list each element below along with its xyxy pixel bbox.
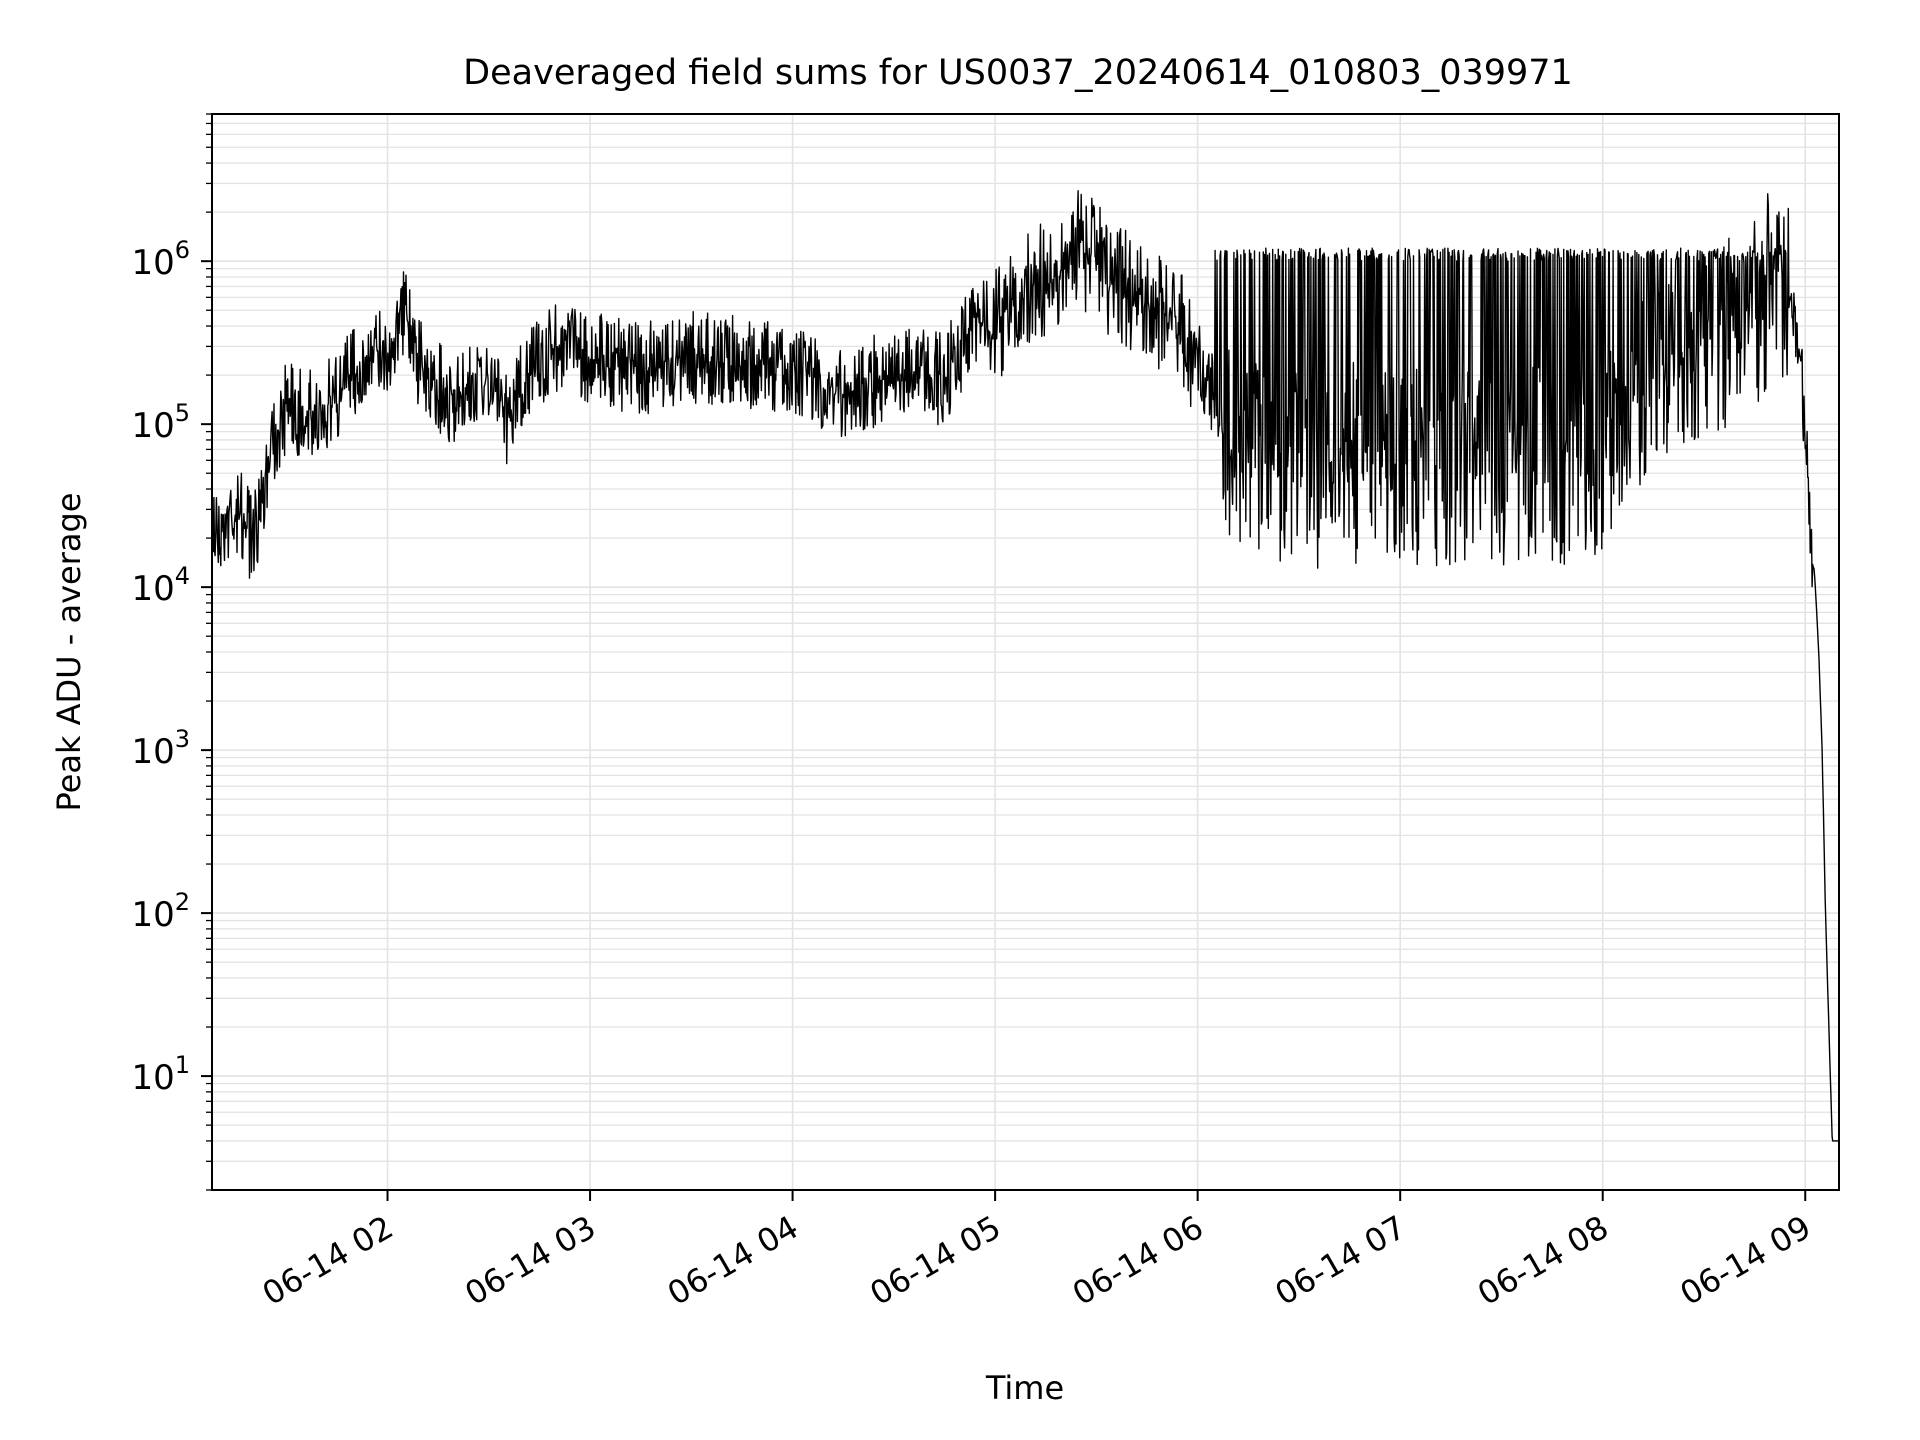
y-tick-label: 106 [131, 236, 190, 283]
y-tick-label-base: 10 [131, 732, 174, 772]
y-tick-label-base: 10 [131, 569, 174, 609]
y-tick-label-exponent: 1 [175, 1051, 190, 1079]
x-tick-label: 06-14 06 [1066, 1208, 1210, 1313]
x-tick-label: 06-14 03 [458, 1208, 602, 1313]
x-tick-label: 06-14 07 [1269, 1208, 1413, 1313]
y-tick-label: 104 [131, 562, 190, 609]
series-0-line [211, 190, 1840, 1142]
y-tick-label: 103 [131, 725, 190, 772]
y-tick-label-base: 10 [131, 895, 174, 935]
y-tick-label-exponent: 2 [175, 888, 190, 916]
y-tick-label-exponent: 4 [175, 562, 190, 590]
x-axis: 06-14 02 06-14 03 06-14 04 06-14 05 06-14 06… [256, 1190, 1817, 1313]
x-tick-label: 06-14 08 [1471, 1208, 1615, 1313]
y-tick-label-base: 10 [131, 243, 174, 283]
x-axis-label: Time [985, 1369, 1064, 1407]
x-tick-label: 06-14 05 [864, 1208, 1008, 1313]
y-tick-label-exponent: 3 [175, 725, 190, 753]
x-tick-label: 06-14 04 [661, 1208, 805, 1313]
y-axis-label: Peak ADU - average [50, 493, 88, 812]
y-tick-label: 105 [131, 399, 190, 446]
y-tick-label: 102 [131, 888, 190, 935]
x-tick-label: 06-14 09 [1674, 1208, 1818, 1313]
x-tick-label: 06-14 02 [256, 1208, 400, 1313]
y-tick-label: 101 [131, 1051, 190, 1098]
y-tick-label-base: 10 [131, 1058, 174, 1098]
y-tick-label-exponent: 6 [175, 236, 190, 264]
y-tick-label-exponent: 5 [175, 399, 190, 427]
y-tick-label-base: 10 [131, 406, 174, 446]
chart-title: Deaveraged field sums for US0037_2024061… [463, 53, 1573, 93]
